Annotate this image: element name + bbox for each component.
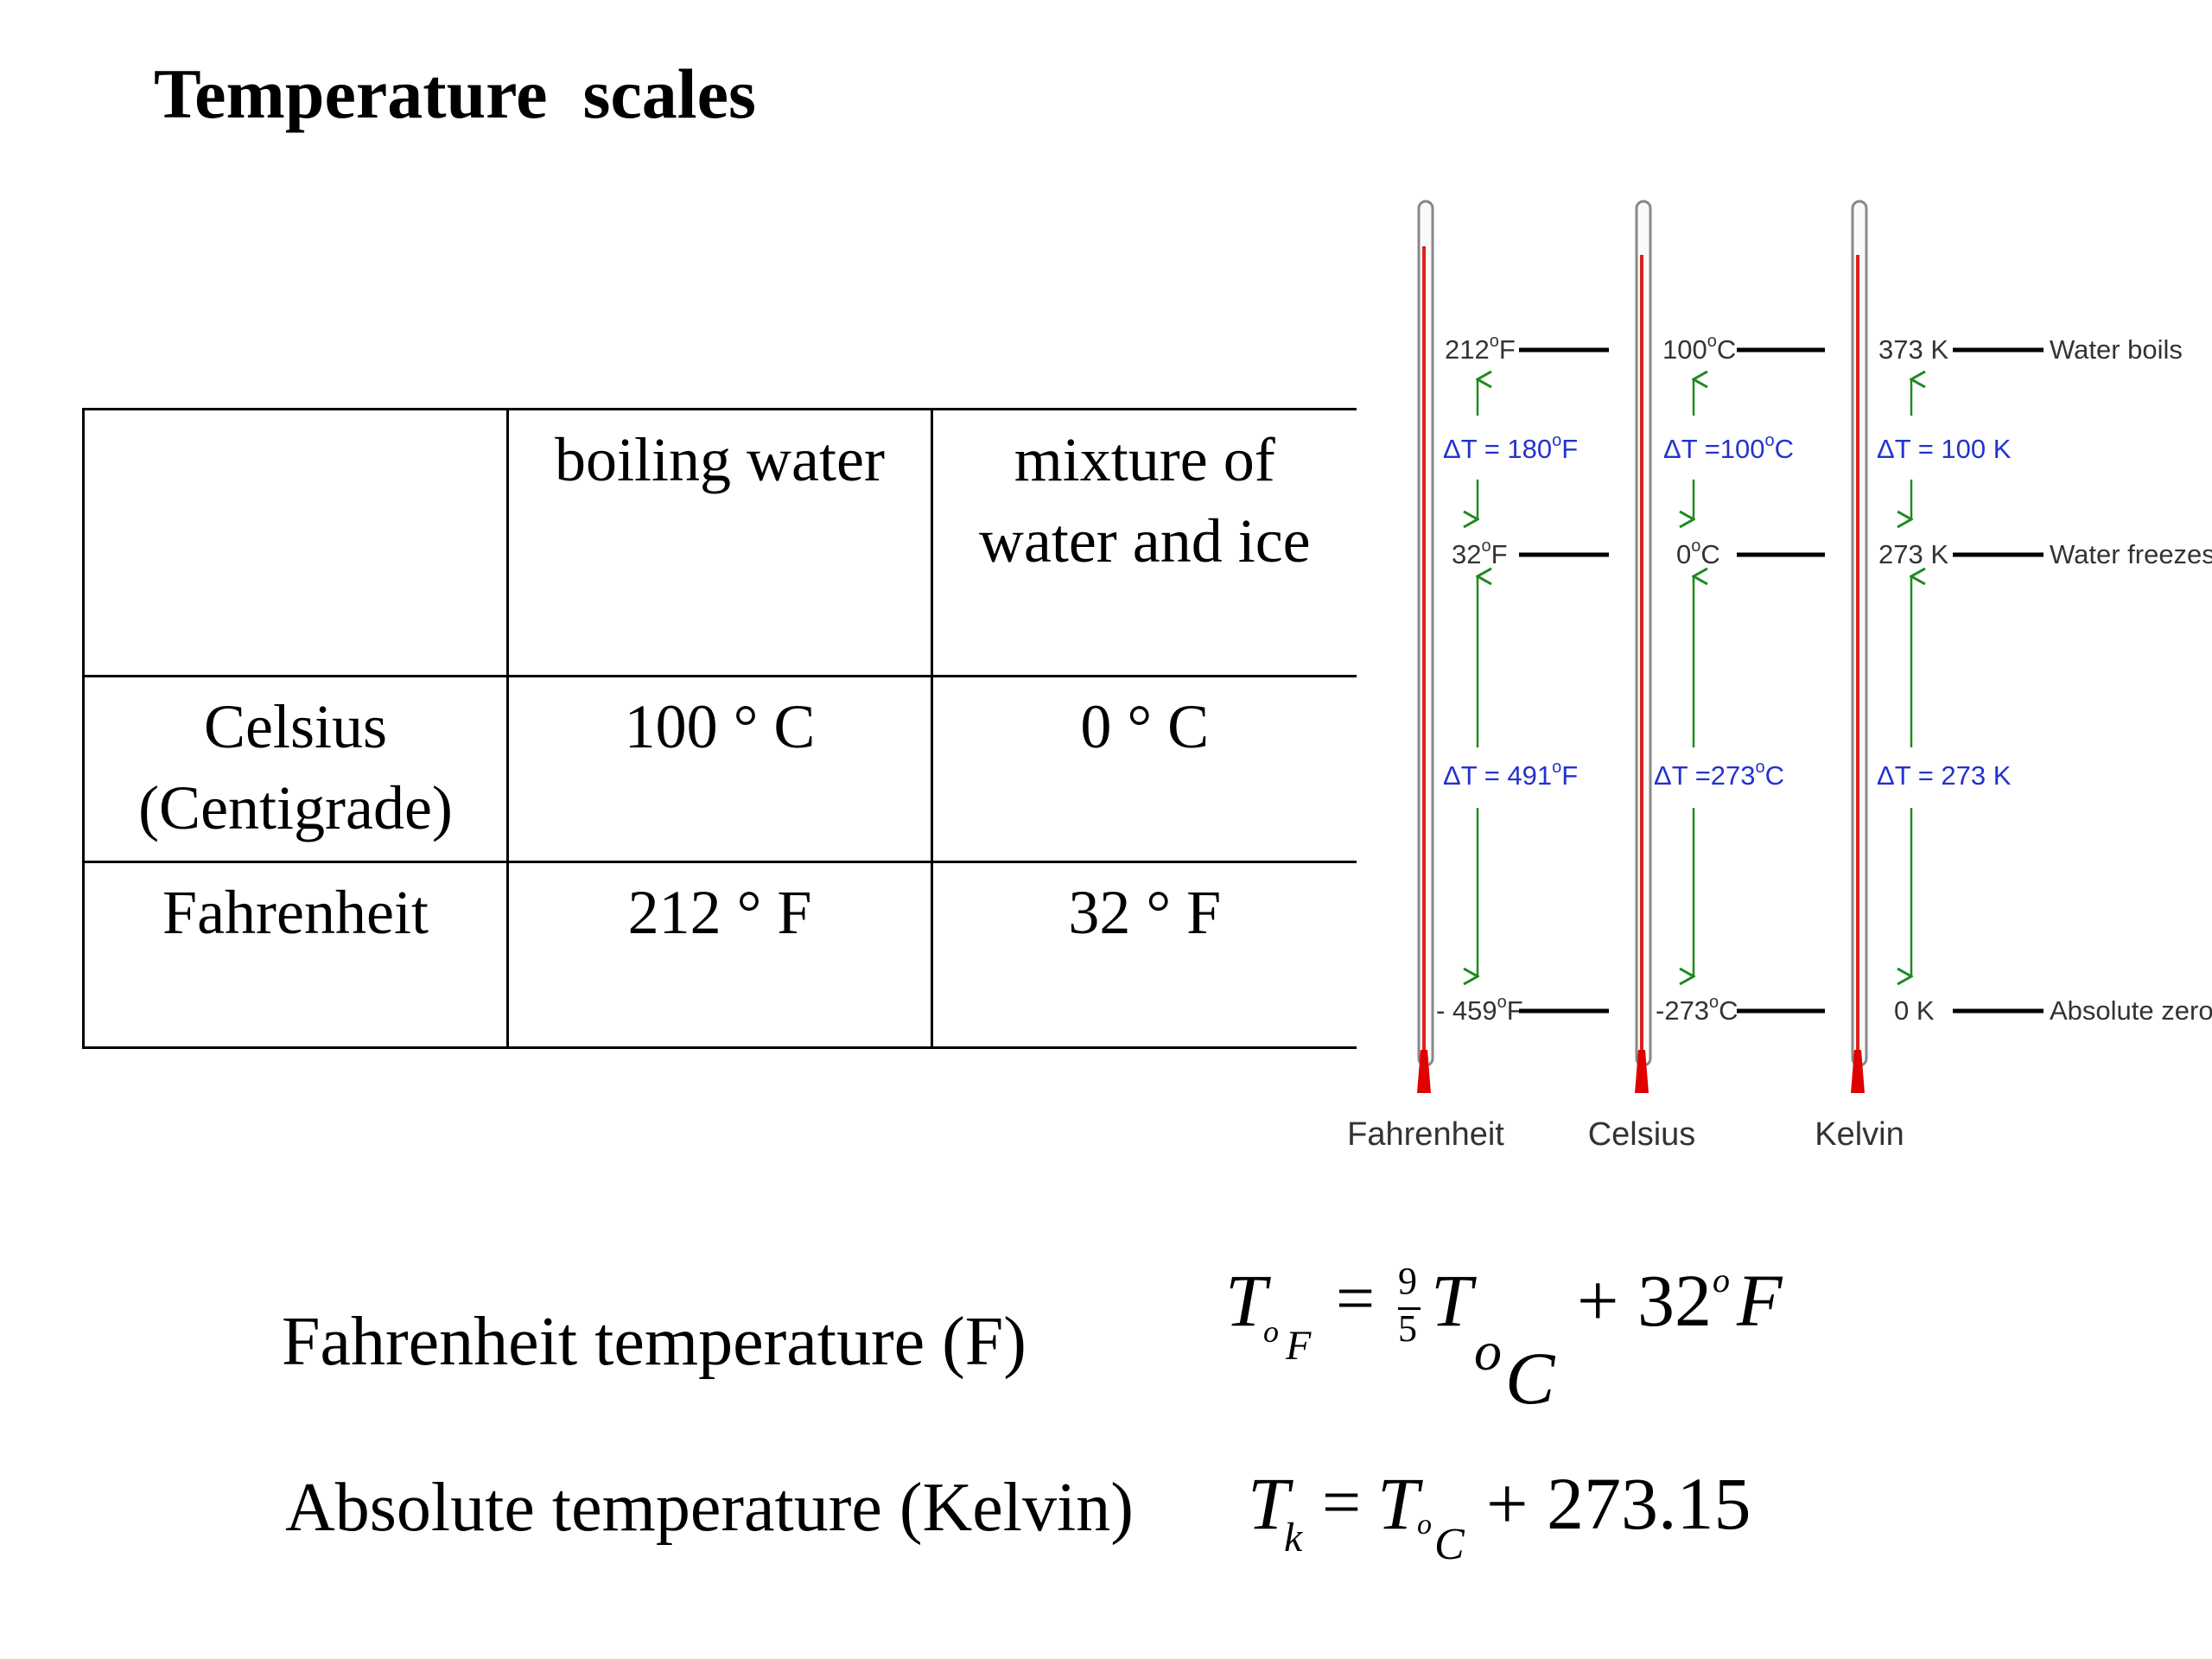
table-row: Celsius (Centigrade) 100 ° C 0 ° C [82,675,1357,863]
celsius-scale-name: Celsius [1588,1116,1696,1153]
thermometer-bulb [1417,1050,1431,1093]
formula-sub-o: o [1263,1314,1279,1349]
formula-k-sub-o: o [1417,1509,1432,1541]
formula-sub-k: k [1284,1515,1303,1560]
celsius-freeze-value: 0oC [1676,537,1720,569]
kelvin-delta-upper: ΔT = 100 K [1877,434,2012,464]
fahrenheit-boil-value: 212oF [1445,332,1516,365]
thermometer-bulb [1851,1050,1865,1093]
formula-Tc: T [1377,1462,1419,1545]
formula-k-sub-C: C [1434,1520,1465,1569]
cell-fahrenheit-boiling: 212 ° F [506,861,933,1049]
water-boils-label: Water boils [2050,334,2183,365]
header-water-ice: mixture of water and ice [931,408,1357,677]
formula-F: F [1737,1259,1783,1342]
formula-sup-o: o [1713,1261,1730,1300]
formula-sub-C: C [1505,1337,1555,1420]
table-header-row: boiling water mixture of water and ice [82,408,1357,677]
celsius-zero-value: -273oC [1656,993,1738,1026]
thermometer-diagram: 212oF ΔT = 180oF 32oF ΔT = 491oF - 459oF… [1348,200,2212,1153]
row-name-line2: (Centigrade) [138,773,453,842]
header-water-ice-line1: mixture of [1014,425,1275,494]
formula-T: T [1225,1259,1267,1342]
formula-k-equals: = [1322,1465,1362,1541]
row-name-celsius: Celsius (Centigrade) [82,675,509,863]
table-row: Fahrenheit 212 ° F 32 ° F [82,861,1357,1049]
thermometer-bulb [1635,1050,1649,1093]
temperature-table: boiling water mixture of water and ice C… [82,408,1357,1049]
formula-equals: = [1336,1261,1376,1337]
kelvin-freeze-value: 273 K [1878,539,1948,569]
header-boiling-water: boiling water [506,408,933,677]
fahrenheit-freeze-value: 32oF [1452,537,1508,569]
fahrenheit-scale-name: Fahrenheit [1348,1116,1504,1153]
header-water-ice-line2: water and ice [978,506,1311,575]
formula-plus-273: + 273.15 [1486,1462,1751,1545]
formula-sub-o2: o [1474,1320,1502,1382]
kelvin-boil-value: 373 K [1878,334,1948,365]
fraction-numerator: 9 [1398,1260,1417,1302]
fahrenheit-formula-label: Fahrenheit temperature (F) [282,1304,1027,1380]
fahrenheit-zero-value: - 459oF [1436,993,1523,1026]
formula-sub-F: F [1286,1323,1312,1369]
kelvin-delta-lower: ΔT = 273 K [1877,760,2012,791]
cell-celsius-ice: 0 ° C [931,675,1357,863]
row-name-line1: Celsius [203,692,388,761]
fahrenheit-thermometer: 212oF ΔT = 180oF 32oF ΔT = 491oF - 459oF… [1348,200,1609,1153]
fahrenheit-delta-lower: ΔT = 491oF [1443,758,1578,791]
fraction-bar [1398,1307,1421,1310]
row-name-fahrenheit: Fahrenheit [82,861,509,1049]
water-freezes-label: Water freezes [2050,539,2212,569]
celsius-delta-lower: ΔT =273oC [1654,758,1784,791]
fahrenheit-delta-upper: ΔT = 180oF [1443,431,1578,464]
cell-fahrenheit-ice: 32 ° F [931,861,1357,1049]
fraction-denominator: 5 [1398,1307,1417,1350]
kelvin-zero-value: 0 K [1894,995,1935,1026]
formula-Tk: T [1248,1462,1289,1545]
page-title: Temperature scales [154,54,756,133]
celsius-delta-upper: ΔT =100oC [1663,431,1794,464]
cell-celsius-boiling: 100 ° C [506,675,933,863]
kelvin-thermometer: 373 K Water boils ΔT = 100 K 273 K Water… [1815,200,2212,1153]
kelvin-formula-label: Absolute temperature (Kelvin) [285,1470,1134,1546]
formula-T2: T [1431,1259,1472,1342]
kelvin-scale-name: Kelvin [1815,1116,1904,1153]
celsius-thermometer: 100oC ΔT =100oC 0oC ΔT =273oC -273oC Cel… [1588,200,1825,1153]
absolute-zero-label: Absolute zero [2050,995,2212,1026]
formula-plus-32: + 32 [1577,1259,1713,1342]
celsius-boil-value: 100oC [1662,332,1736,365]
header-empty-cell [82,408,509,677]
